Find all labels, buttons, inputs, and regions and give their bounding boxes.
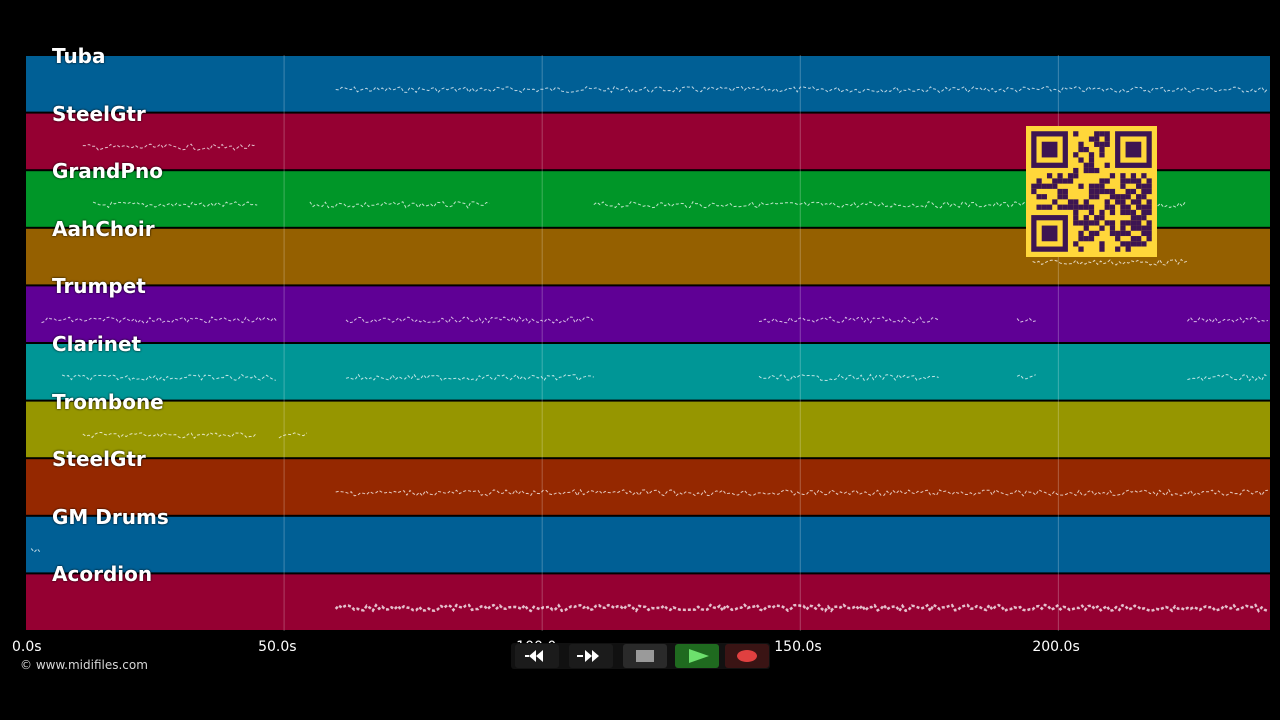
- play-button[interactable]: [675, 644, 719, 668]
- fast-forward-button[interactable]: [569, 644, 613, 668]
- stop-icon: [623, 644, 667, 668]
- rewind-button[interactable]: [515, 644, 559, 668]
- track-lane: [26, 344, 1270, 400]
- stop-button[interactable]: [623, 644, 667, 668]
- track-label: SteelGtr: [52, 447, 146, 471]
- track-label: Acordion: [52, 562, 152, 586]
- track-label: SteelGtr: [52, 102, 146, 126]
- track-label: Trumpet: [52, 274, 146, 298]
- record-button[interactable]: [725, 644, 769, 668]
- record-icon: [725, 644, 769, 668]
- transport-controls: [511, 643, 770, 669]
- track-label: Trombone: [52, 390, 164, 414]
- track-lane: [26, 459, 1270, 515]
- time-tick-label: 0.0s: [12, 639, 42, 655]
- rewind-icon: [515, 644, 559, 668]
- track-lane: [26, 574, 1270, 630]
- fast-forward-icon: [569, 644, 613, 668]
- copyright-text: © www.midifiles.com: [20, 658, 148, 672]
- track-label: GM Drums: [52, 505, 169, 529]
- time-tick-label: 50.0s: [258, 639, 296, 655]
- track-label: GrandPno: [52, 159, 163, 183]
- time-tick-label: 200.0s: [1032, 639, 1079, 655]
- qr-code-icon: [1026, 126, 1157, 257]
- track-label: Clarinet: [52, 332, 141, 356]
- play-icon: [675, 644, 719, 668]
- time-tick-label: 150.0s: [774, 639, 821, 655]
- track-lane: [26, 56, 1270, 112]
- track-lane: [26, 517, 1270, 573]
- track-lane: [26, 402, 1270, 458]
- track-label: Tuba: [52, 44, 106, 68]
- track-lane: [26, 286, 1270, 342]
- track-label: AahChoir: [52, 217, 155, 241]
